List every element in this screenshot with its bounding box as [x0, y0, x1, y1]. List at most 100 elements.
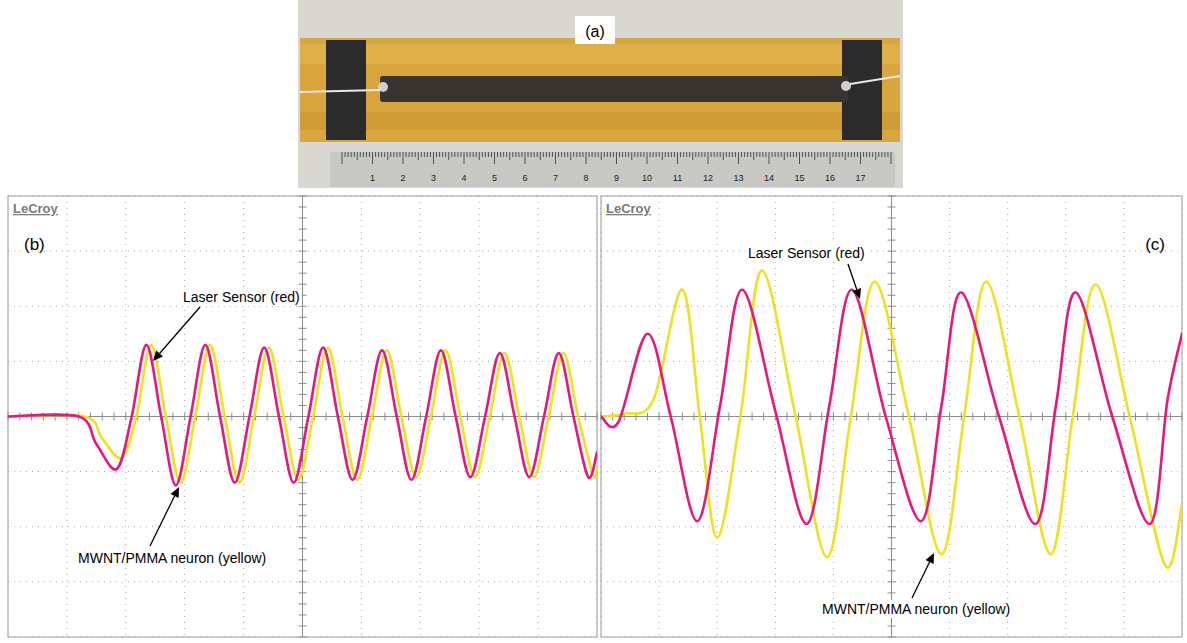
ruler-mark: [845, 152, 846, 160]
ruler-mark: [573, 152, 574, 157]
ruler-mark: [482, 152, 483, 157]
minor-tick: [299, 273, 307, 274]
minor-tick: [299, 240, 307, 241]
ruler-mark: [720, 152, 721, 157]
minor-tick: [299, 405, 307, 406]
ruler-mark: [830, 152, 831, 164]
ruler-mark: [659, 152, 660, 157]
minor-tick: [299, 614, 307, 615]
arrow-shaft: [912, 562, 930, 598]
minor-tick: [888, 581, 896, 582]
ruler-mark: [342, 152, 343, 164]
minor-tick: [879, 413, 880, 421]
ruler-mark: [607, 152, 608, 157]
minor-tick: [888, 229, 896, 230]
photo-background: [298, 0, 903, 188]
minor-tick: [961, 413, 962, 421]
ruler-mark: [360, 152, 361, 157]
ruler-mark: [396, 152, 397, 157]
ruler-mark: [857, 152, 858, 157]
minor-tick: [502, 413, 503, 421]
ruler-mark: [503, 152, 504, 157]
ruler-mark: [839, 152, 840, 157]
arrow-head: [171, 487, 179, 498]
minor-tick: [585, 413, 586, 421]
grid-line-x: [1065, 196, 1066, 637]
minor-tick: [1077, 413, 1078, 421]
ruler-mark: [802, 152, 803, 157]
grid-line-x: [659, 196, 660, 637]
ruler-mark: [451, 152, 452, 157]
ruler-mark: [558, 152, 559, 157]
minor-tick: [705, 413, 706, 421]
minor-tick: [125, 413, 126, 421]
minor-tick: [1182, 413, 1183, 421]
grid-line-x: [1007, 196, 1008, 637]
series-label-patch: [181, 288, 302, 306]
grid-line-y: [601, 251, 1182, 252]
ruler-number: 3: [431, 173, 436, 183]
ruler-mark: [677, 152, 678, 164]
ruler-mark: [561, 152, 562, 157]
trace-line: [8, 345, 597, 483]
minor-tick: [299, 537, 307, 538]
ruler-mark: [653, 152, 654, 157]
ruler-mark: [595, 152, 596, 157]
series-label-patch: [76, 549, 268, 567]
ruler-mark: [564, 152, 565, 157]
minor-tick: [597, 413, 598, 421]
ruler-mark: [549, 152, 550, 157]
ruler-mark: [689, 152, 690, 157]
ruler-mark: [616, 152, 617, 164]
ruler-mark: [525, 152, 526, 164]
ruler-number: 7: [553, 173, 558, 183]
minor-tick: [384, 413, 385, 421]
minor-tick: [810, 413, 811, 421]
grid-line-y: [601, 581, 1182, 582]
arrow-shaft: [848, 264, 857, 290]
grid-line-y: [601, 471, 1182, 472]
arrow-head: [926, 553, 934, 564]
kapton-tape: [300, 38, 900, 142]
ruler-mark: [485, 152, 486, 157]
minor-tick: [888, 196, 896, 197]
ruler-mark: [647, 152, 648, 164]
minor-tick: [443, 413, 444, 421]
ruler-mark: [704, 152, 705, 157]
ruler-mark: [674, 152, 675, 157]
minor-tick: [914, 413, 915, 421]
ruler-mark: [457, 152, 458, 157]
ruler-mark: [634, 152, 635, 157]
ruler-mark: [552, 152, 553, 157]
ruler-mark: [506, 152, 507, 157]
minor-tick: [888, 493, 896, 494]
ruler-mark: [784, 152, 785, 160]
minor-tick: [888, 515, 896, 516]
ruler-mark: [375, 152, 376, 157]
ruler-mark: [692, 152, 693, 160]
ruler-mark: [442, 152, 443, 157]
ruler-number: 16: [825, 173, 835, 183]
ruler-mark: [393, 152, 394, 157]
minor-tick: [1147, 413, 1148, 421]
ruler-mark: [820, 152, 821, 157]
minor-tick: [299, 229, 307, 230]
ruler-number: 15: [794, 173, 804, 183]
minor-tick: [299, 504, 307, 505]
minor-tick: [888, 284, 896, 285]
minor-tick: [888, 471, 896, 472]
ruler-mark: [701, 152, 702, 157]
ruler-mark: [851, 152, 852, 157]
minor-tick: [267, 413, 268, 421]
grid-line-y: [601, 361, 1182, 362]
minor-tick: [949, 413, 950, 421]
grid-line-y: [8, 306, 597, 307]
ruler-mark: [436, 152, 437, 157]
ruler-mark: [869, 152, 870, 157]
ruler-mark: [775, 152, 776, 157]
ruler-mark: [778, 152, 779, 157]
grid-line-y: [601, 416, 1182, 417]
arrow-shaft: [160, 307, 200, 353]
annotations: MWNT/PMMA neuron (yellow)Laser Sensor (r…: [76, 288, 302, 567]
ruler-mark: [582, 152, 583, 157]
